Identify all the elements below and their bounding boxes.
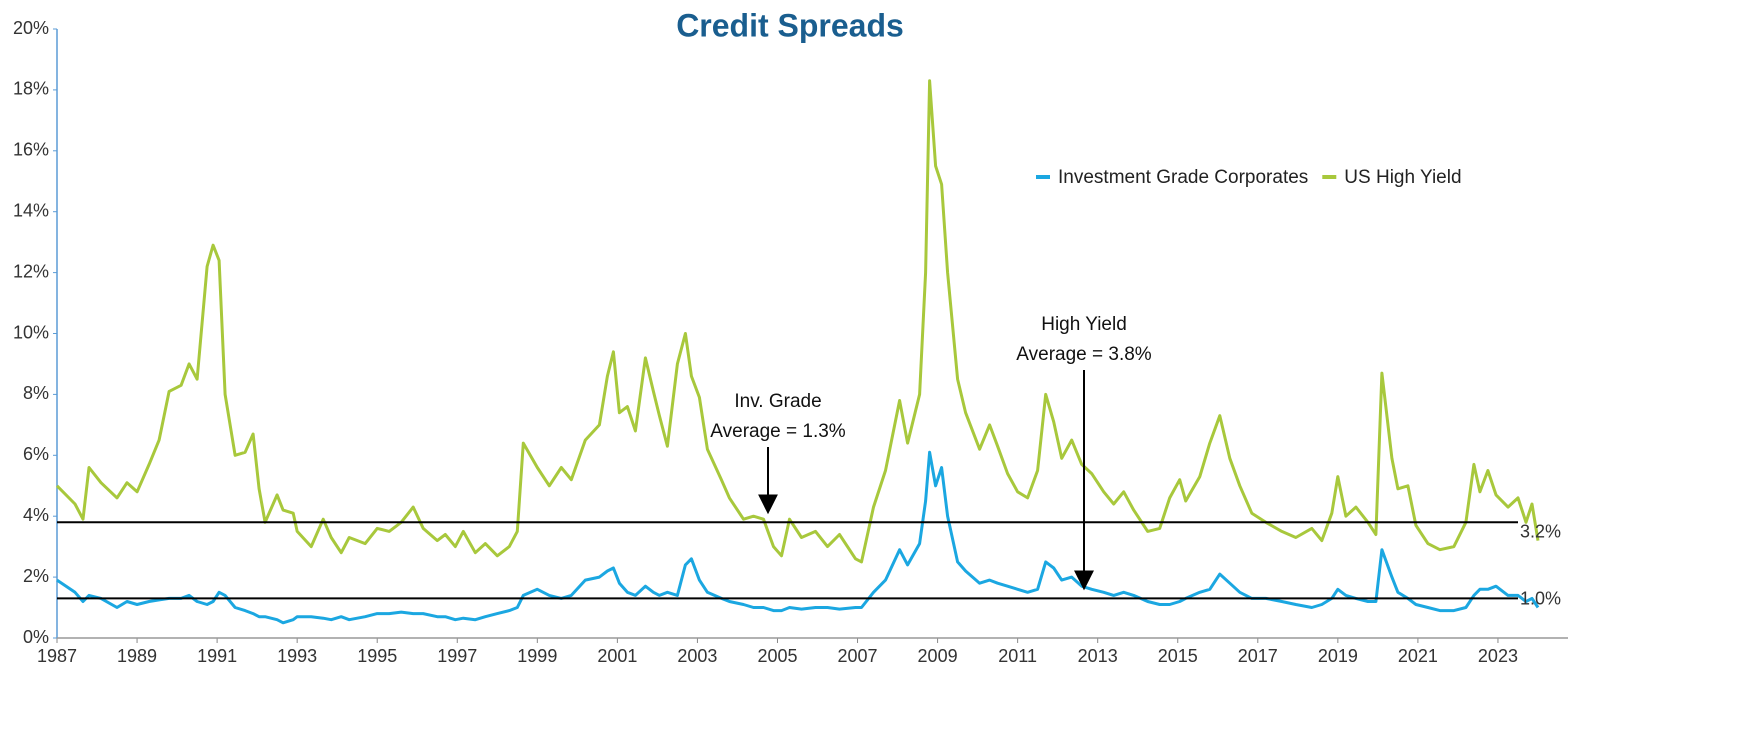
x-tick-label: 2021: [1398, 646, 1438, 666]
x-tick-label: 2023: [1478, 646, 1518, 666]
series-line: [55, 79, 1540, 564]
annotation: High Yield: [1041, 314, 1127, 335]
x-tick-label: 2007: [838, 646, 878, 666]
x-tick-label: 2017: [1238, 646, 1278, 666]
x-tick-label: 1991: [197, 646, 237, 666]
y-tick-label: 8%: [23, 383, 49, 403]
legend-label: US High Yield: [1344, 167, 1461, 188]
x-tick-label: 1997: [437, 646, 477, 666]
chart-title: Credit Spreads: [676, 7, 904, 43]
x-tick-label: 2015: [1158, 646, 1198, 666]
x-tick-label: 1989: [117, 646, 157, 666]
x-tick-label: 2001: [597, 646, 637, 666]
x-tick-label: 2019: [1318, 646, 1358, 666]
end-label: 3.2%: [1520, 521, 1561, 541]
series-line: [56, 450, 1540, 625]
x-tick-label: 2009: [918, 646, 958, 666]
y-tick-label: 6%: [23, 444, 49, 464]
x-tick-label: 2003: [677, 646, 717, 666]
end-label: 1.0%: [1520, 588, 1561, 608]
annotation: Average = 3.8%: [1016, 344, 1151, 365]
y-tick-label: 2%: [23, 566, 49, 586]
y-tick-label: 16%: [13, 140, 49, 160]
annotation: Inv. Grade: [734, 391, 821, 412]
x-tick-label: 2013: [1078, 646, 1118, 666]
x-tick-label: 1999: [517, 646, 557, 666]
legend-label: Investment Grade Corporates: [1058, 167, 1308, 188]
y-tick-label: 10%: [13, 322, 49, 342]
y-tick-label: 18%: [13, 79, 49, 99]
y-tick-label: 4%: [23, 505, 49, 525]
x-tick-label: 2011: [998, 646, 1037, 666]
x-tick-label: 1993: [277, 646, 317, 666]
annotation: Average = 1.3%: [710, 421, 845, 442]
x-tick-label: 1987: [37, 646, 77, 666]
x-tick-label: 2005: [757, 646, 797, 666]
y-tick-label: 20%: [13, 18, 49, 38]
y-tick-label: 14%: [13, 200, 49, 220]
x-tick-label: 1995: [357, 646, 397, 666]
y-tick-label: 12%: [13, 261, 49, 281]
y-tick-label: 0%: [23, 627, 49, 647]
